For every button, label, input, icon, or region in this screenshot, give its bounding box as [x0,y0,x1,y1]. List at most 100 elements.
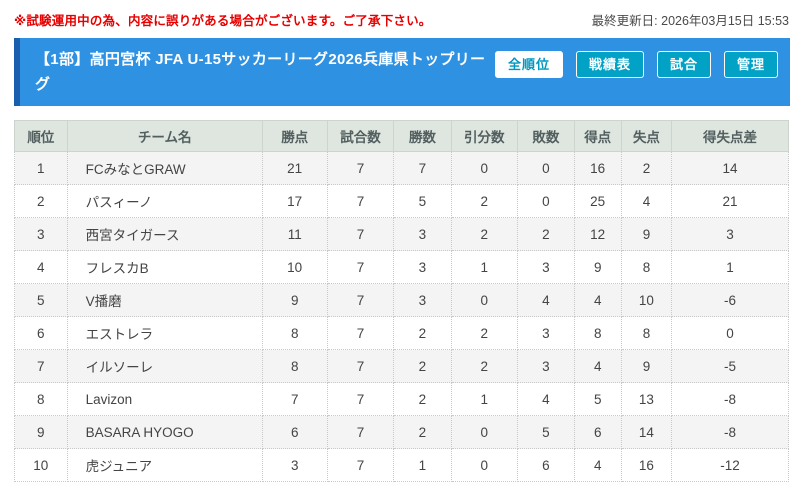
stat-cell: 14 [620,415,673,449]
stat-cell: 7 [326,316,395,350]
tab-matches[interactable]: 試合 [656,51,711,78]
team-name-cell: 虎ジュニア [66,448,263,482]
team-name-cell: イルソーレ [66,349,263,383]
stat-cell: 9 [620,349,673,383]
column-header: 試合数 [326,120,395,152]
stat-cell: 9 [573,250,622,284]
team-name-cell: パスィーノ [66,184,263,218]
column-header: 勝点 [261,120,328,152]
stat-cell: 3 [517,349,575,383]
stat-cell: 21 [261,151,328,185]
header-row: 順位 チーム名 勝点 試合数 勝数 引分数 敗数 得点 失点 得失点差 [14,120,789,152]
top-notice-bar: ※試験運用中の為、内容に誤りがある場合がございます。ご了承下さい。 最終更新日:… [0,0,798,38]
stat-cell: 7 [326,415,395,449]
table-row: 3 西宮タイガース 11 7 3 2 2 12 9 3 [14,217,789,251]
stat-cell: 0 [450,151,519,185]
stat-cell: -6 [671,283,789,317]
stat-cell: 3 [517,250,575,284]
rank-cell: 2 [14,184,68,218]
rank-cell: 7 [14,349,68,383]
stat-cell: 0 [517,184,575,218]
rank-cell: 6 [14,316,68,350]
stat-cell: 1 [450,250,519,284]
table-row: 6 エストレラ 8 7 2 2 3 8 8 0 [14,316,789,350]
stat-cell: 7 [326,217,395,251]
stat-cell: 14 [671,151,789,185]
stat-cell: 3 [393,250,452,284]
stat-cell: 2 [620,151,673,185]
stat-cell: 4 [517,382,575,416]
stat-cell: -8 [671,382,789,416]
column-header: 順位 [14,120,68,152]
header-nav: 全順位 戦績表 試合 管理 [494,51,778,78]
stat-cell: 7 [326,382,395,416]
stat-cell: 2 [393,382,452,416]
table-row: 5 V播磨 9 7 3 0 4 4 10 -6 [14,283,789,317]
page-title: 【1部】高円宮杯 JFA U-15サッカーリーグ2026兵庫県トップリーグ [35,51,486,93]
column-header: 得失点差 [671,120,789,152]
stat-cell: 7 [393,151,452,185]
stat-cell: 7 [326,250,395,284]
stat-cell: 16 [620,448,673,482]
team-name-cell: V播磨 [66,283,263,317]
rank-cell: 9 [14,415,68,449]
stat-cell: 8 [261,316,328,350]
table-row: 4 フレスカB 10 7 3 1 3 9 8 1 [14,250,789,284]
team-name-cell: エストレラ [66,316,263,350]
team-name-cell: Lavizon [66,382,263,416]
stat-cell: 8 [261,349,328,383]
team-name-cell: BASARA HYOGO [66,415,263,449]
table-row: 1 FCみなとGRAW 21 7 7 0 0 16 2 14 [14,151,789,185]
stat-cell: 11 [261,217,328,251]
stat-cell: 16 [573,151,622,185]
stat-cell: 4 [573,448,622,482]
stat-cell: 3 [393,217,452,251]
team-name-cell: FCみなとGRAW [66,151,263,185]
stat-cell: 4 [573,349,622,383]
stat-cell: 2 [450,217,519,251]
stat-cell: 7 [326,349,395,383]
stat-cell: 1 [450,382,519,416]
last-updated-text: 最終更新日: 2026年03月15日 15:53 [591,14,789,28]
stat-cell: 8 [620,250,673,284]
stat-cell: 8 [573,316,622,350]
stat-cell: 8 [620,316,673,350]
tab-results-grid[interactable]: 戦績表 [575,51,644,78]
table-row: 9 BASARA HYOGO 6 7 2 0 5 6 14 -8 [14,415,789,449]
stat-cell: 10 [620,283,673,317]
stat-cell: 9 [261,283,328,317]
stat-cell: 17 [261,184,328,218]
stat-cell: 2 [450,184,519,218]
stat-cell: 5 [573,382,622,416]
stat-cell: 3 [261,448,328,482]
rank-cell: 1 [14,151,68,185]
standings-table-head: 順位 チーム名 勝点 試合数 勝数 引分数 敗数 得点 失点 得失点差 [14,120,789,152]
column-header: 勝数 [393,120,452,152]
stat-cell: 0 [450,415,519,449]
column-header: 引分数 [450,120,519,152]
stat-cell: 7 [326,151,395,185]
stat-cell: 3 [671,217,789,251]
stat-cell: -12 [671,448,789,482]
tab-all-standings[interactable]: 全順位 [494,51,563,78]
table-row: 8 Lavizon 7 7 2 1 4 5 13 -8 [14,382,789,416]
stat-cell: 1 [393,448,452,482]
notice-text: ※試験運用中の為、内容に誤りがある場合がございます。ご了承下さい。 [14,14,432,28]
column-header: 失点 [620,120,673,152]
stat-cell: -8 [671,415,789,449]
stat-cell: 0 [450,448,519,482]
stat-cell: 7 [326,184,395,218]
table-row: 10 虎ジュニア 3 7 1 0 6 4 16 -12 [14,448,789,482]
stat-cell: 2 [393,316,452,350]
stat-cell: 6 [573,415,622,449]
stat-cell: 2 [393,349,452,383]
stat-cell: 7 [261,382,328,416]
stat-cell: 7 [326,448,395,482]
stat-cell: 1 [671,250,789,284]
stat-cell: 2 [450,349,519,383]
stat-cell: 10 [261,250,328,284]
tab-admin[interactable]: 管理 [723,51,778,78]
stat-cell: -5 [671,349,789,383]
rank-cell: 3 [14,217,68,251]
stat-cell: 4 [620,184,673,218]
